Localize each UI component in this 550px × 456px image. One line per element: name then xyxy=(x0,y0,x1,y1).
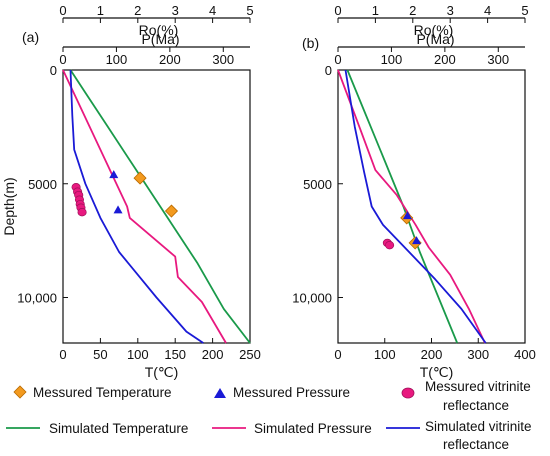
t-tick-label: 0 xyxy=(334,347,341,362)
legend-label-simulated-pressure: Simulated Pressure xyxy=(254,421,372,436)
t-axis-title: T(℃) xyxy=(145,364,179,380)
t-axis-title: T(℃) xyxy=(420,364,454,380)
plot-frame xyxy=(337,69,526,344)
p-axis-title: P(Ma) xyxy=(141,31,179,47)
depth-tick-label: 0 xyxy=(50,63,57,78)
simulated-pressure-line xyxy=(337,69,486,344)
chart-panel-a: (a) 0 1 2 3 4 5 Ro(%) 0 100 200 300 P(Ma) 0 50 100 150 20… xyxy=(1,3,261,380)
simulated-pressure-line xyxy=(62,69,227,344)
t-tick-label: 250 xyxy=(239,347,261,362)
ro-tick-label: 1 xyxy=(97,3,104,18)
measured-pressure-point xyxy=(402,211,412,220)
ro-tick-label: 5 xyxy=(521,3,528,18)
ro-tick-label: 3 xyxy=(447,3,454,18)
t-tick-label: 400 xyxy=(514,347,536,362)
ro-tick-label: 4 xyxy=(209,3,216,18)
legend-label-measured-vitrinite-1: Messured vitrinite xyxy=(425,379,531,394)
p-tick-label: 100 xyxy=(106,52,128,67)
ro-axis-title: Ro(%) xyxy=(414,22,454,38)
p-tick-label: 200 xyxy=(434,52,456,67)
p-tick-label: 100 xyxy=(381,52,403,67)
measured-temperature-point xyxy=(133,171,147,185)
legend-label-simulated-vitrinite-2: reflectance xyxy=(443,437,509,452)
p-tick-label: 0 xyxy=(59,52,66,67)
t-tick-label: 100 xyxy=(374,347,396,362)
ro-tick-label: 0 xyxy=(59,3,66,18)
ro-axis-title: Ro(%) xyxy=(139,22,179,38)
legend-label-measured-vitrinite-2: reflectance xyxy=(443,398,509,413)
t-tick-label: 200 xyxy=(202,347,224,362)
measured-temperature-point xyxy=(164,204,179,218)
ro-tick-label: 4 xyxy=(484,3,491,18)
depth-tick-label: 0 xyxy=(325,63,332,78)
depth-tick-label: 10,000 xyxy=(292,291,332,306)
simulated-temperature-line xyxy=(69,69,251,344)
simulated-vitrinite-line xyxy=(344,69,487,344)
t-tick-label: 200 xyxy=(421,347,443,362)
panel-tag: (a) xyxy=(22,29,39,45)
panel-tag: (b) xyxy=(302,35,319,51)
ro-tick-label: 1 xyxy=(372,3,379,18)
legend: Messured Temperature Messured Pressure M… xyxy=(6,379,532,452)
p-tick-label: 300 xyxy=(212,52,234,67)
measured-vitrinite-point xyxy=(77,208,87,217)
measured-pressure-point xyxy=(113,205,123,214)
measured-pressure-point xyxy=(109,170,119,179)
t-tick-label: 50 xyxy=(93,347,107,362)
legend-marker-measured-vitrinite xyxy=(401,387,415,399)
legend-marker-measured-pressure xyxy=(214,388,226,398)
depth-tick-label: 5000 xyxy=(303,177,332,192)
ro-tick-label: 2 xyxy=(134,3,141,18)
legend-label-simulated-vitrinite-1: Simulated vitrinite xyxy=(425,419,532,434)
legend-label-measured-temperature: Messured Temperature xyxy=(33,385,172,400)
chart-panel-b: (b) 0 1 2 3 4 5 Ro(%) 0 100 200 300 P(Ma) 0 100 200 300 4… xyxy=(292,3,536,380)
ro-tick-label: 5 xyxy=(246,3,253,18)
ro-tick-label: 2 xyxy=(409,3,416,18)
plot-frame xyxy=(62,69,251,344)
p-axis-title: P(Ma) xyxy=(416,31,454,47)
t-tick-label: 150 xyxy=(164,347,186,362)
simulated-vitrinite-line xyxy=(69,69,204,344)
depth-tick-label: 5000 xyxy=(28,177,57,192)
t-tick-label: 300 xyxy=(467,347,489,362)
ro-tick-label: 0 xyxy=(334,3,341,18)
ro-tick-label: 3 xyxy=(172,3,179,18)
measured-vitrinite-point xyxy=(385,241,395,250)
depth-axis-title: Depth(m) xyxy=(1,177,17,235)
p-tick-label: 200 xyxy=(159,52,181,67)
measured-pressure-point xyxy=(412,236,422,245)
depth-tick-label: 10,000 xyxy=(17,291,57,306)
legend-label-measured-pressure: Messured Pressure xyxy=(233,385,350,400)
p-tick-label: 0 xyxy=(334,52,341,67)
t-tick-label: 100 xyxy=(127,347,149,362)
simulated-temperature-line xyxy=(346,69,459,344)
legend-label-simulated-temperature: Simulated Temperature xyxy=(49,421,188,436)
legend-marker-measured-temperature xyxy=(13,385,27,399)
p-tick-label: 300 xyxy=(487,52,509,67)
t-tick-label: 0 xyxy=(59,347,66,362)
